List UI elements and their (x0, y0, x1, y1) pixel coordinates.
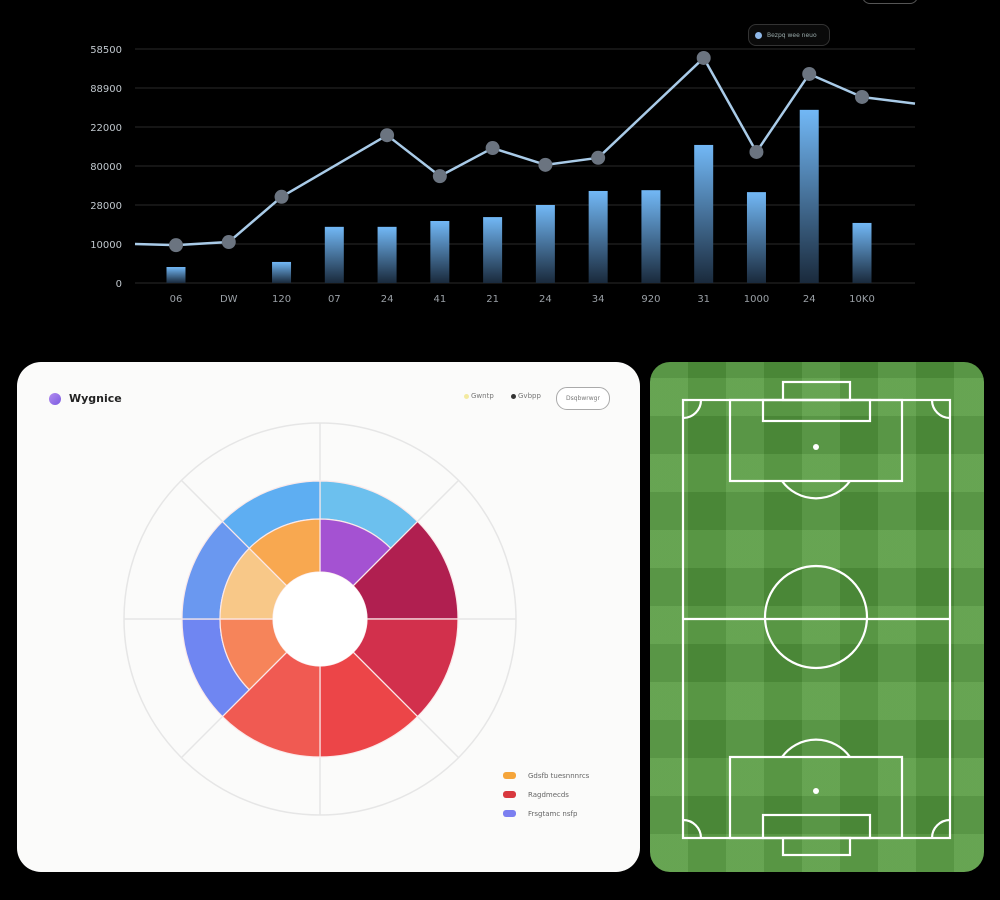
top-goal (781, 380, 852, 402)
legend-label: Frsgtamc nsfp (528, 809, 578, 818)
bar (535, 205, 555, 283)
y-tick-label: 58500 (90, 45, 122, 56)
x-tick-label: 24 (803, 294, 816, 305)
corner-arc (682, 818, 703, 839)
top-penalty-arc (781, 480, 851, 500)
legend-item: Ragdmecds (503, 785, 589, 804)
header-item-1[interactable]: Gwntp (464, 392, 494, 400)
dot-icon (464, 393, 469, 399)
bar (799, 109, 819, 283)
bar (166, 267, 186, 283)
top-penalty-spot (813, 444, 819, 450)
data-point (696, 50, 711, 65)
legend-swatch (503, 791, 516, 798)
header-item-label: Gwntp (471, 392, 494, 400)
bar (324, 226, 344, 283)
x-tick-label: 06 (170, 294, 183, 305)
x-tick-label: 920 (641, 294, 660, 305)
x-tick-label: 10K0 (849, 294, 875, 305)
legend-item: Gdsfb tuesnnnrcs (503, 766, 589, 785)
data-point (432, 169, 447, 184)
data-point (221, 235, 236, 250)
data-point (538, 157, 553, 172)
data-point (169, 238, 183, 253)
soccer-pitch (650, 362, 984, 872)
bar (641, 190, 661, 283)
x-tick-label: 41 (433, 294, 446, 305)
x-tick-label: 07 (328, 294, 341, 305)
legend-item: Frsgtamc nsfp (503, 804, 589, 823)
y-tick-label: 28000 (90, 201, 122, 212)
brand-name: Wygnice (69, 392, 122, 405)
data-point (855, 89, 869, 104)
x-tick-label: 1000 (744, 294, 769, 305)
bar (483, 217, 503, 283)
corner-arc (682, 399, 703, 420)
top-goal-box (761, 398, 872, 423)
y-tick-label: 22000 (90, 123, 122, 134)
bottom-goal-box (761, 813, 872, 840)
x-tick-label: 34 (592, 294, 605, 305)
bottom-goal (781, 836, 852, 857)
donut-chart (123, 422, 517, 816)
brand-logo-icon (49, 392, 61, 405)
data-point (380, 128, 395, 143)
y-tick-label: 80000 (90, 162, 122, 173)
x-tick-label: 21 (486, 294, 499, 305)
x-tick-label: 120 (272, 294, 291, 305)
data-point (749, 144, 764, 159)
x-tick-label: DW (220, 294, 238, 305)
pie-chart-card: Wygnice Gwntp Gvbpp Dsqbwrwgr Gdsfb tues… (17, 362, 640, 872)
data-point (274, 189, 289, 204)
dot-icon (511, 393, 516, 399)
center-circle (763, 564, 869, 670)
chart-legend: Bezpq wee neuo (748, 24, 830, 46)
corner-arc (930, 818, 951, 839)
bar (377, 226, 397, 283)
top-right-button[interactable] (862, 0, 918, 4)
legend-label: Bezpq wee neuo (767, 31, 817, 39)
legend-swatch (503, 810, 516, 817)
top-penalty-box (728, 398, 904, 483)
y-tick-label: 10000 (90, 240, 122, 251)
bar (746, 192, 766, 283)
header-item-label: Gvbpp (518, 392, 541, 400)
data-point (485, 141, 500, 156)
header-item-2[interactable]: Gvbpp (511, 392, 541, 400)
y-tick-label: 88900 (90, 84, 122, 95)
bottom-penalty-spot (813, 788, 819, 794)
bar (430, 220, 450, 283)
x-tick-label: 31 (697, 294, 710, 305)
x-tick-label: 24 (381, 294, 394, 305)
pie-legend: Gdsfb tuesnnnrcs Ragdmecds Frsgtamc nsfp (503, 766, 589, 823)
legend-label: Gdsfb tuesnnnrcs (528, 771, 590, 780)
bar-line-chart: 0 10000 28000 80000 22000 88900 58500 06 DW 120 07… (90, 45, 916, 305)
x-tick-label: 24 (539, 294, 552, 305)
legend-swatch (503, 772, 516, 779)
data-point (591, 150, 606, 165)
bottom-penalty-box (728, 755, 904, 840)
bar (852, 222, 872, 283)
y-tick-label: 0 (116, 279, 122, 290)
data-point (802, 66, 817, 81)
line-series (134, 56, 916, 247)
legend-label: Ragdmecds (528, 790, 569, 799)
bar (272, 261, 292, 283)
bar (694, 144, 714, 283)
bar (588, 190, 608, 283)
legend-dot-icon (755, 31, 762, 39)
brand: Wygnice (49, 392, 122, 405)
bottom-penalty-arc (781, 738, 851, 758)
corner-arc (930, 399, 951, 420)
header-button[interactable]: Dsqbwrwgr (556, 387, 610, 410)
donut-hole (273, 572, 367, 666)
